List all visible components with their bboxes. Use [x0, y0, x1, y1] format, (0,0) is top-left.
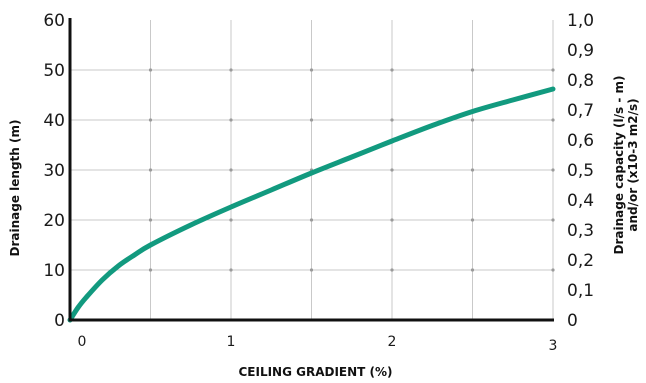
y2-tick-label: 0,8	[567, 71, 594, 91]
y2-axis-title-line1: Drainage capacity (l/s - m)	[612, 76, 626, 255]
y2-tick-label: 0,1	[567, 281, 594, 301]
y2-tick-label: 0,5	[567, 161, 594, 181]
grid-node	[229, 218, 233, 222]
y-tick-label: 60	[43, 11, 65, 31]
series-line	[67, 86, 556, 323]
grid-node	[148, 218, 153, 222]
series-group	[67, 86, 556, 323]
y-tick-label: 40	[43, 111, 65, 131]
y-tick-label: 30	[43, 161, 65, 181]
y2-tick-label: 0,4	[567, 191, 594, 211]
y2-tick-label: 1,0	[567, 11, 594, 31]
x-axis-title: CEILING GRADIENT (%)	[238, 365, 392, 379]
grid-node	[551, 118, 555, 122]
grid-node	[148, 68, 153, 72]
grid-node	[551, 68, 555, 72]
y-axis-title: Drainage length (m)	[8, 120, 22, 257]
grid-node	[470, 218, 475, 222]
x-tick-label: 0	[78, 334, 87, 350]
grid-node	[148, 168, 153, 172]
y-tick-label: 50	[43, 61, 65, 81]
grid-node	[470, 68, 475, 72]
grid-node	[309, 218, 314, 222]
grid-node	[309, 268, 314, 272]
grid-node	[470, 268, 475, 272]
y-tick-label: 0	[54, 311, 65, 331]
y-axis-ticks: 0 10 20 30 40 50 60	[43, 11, 65, 331]
grid-node	[229, 118, 233, 122]
grid-node	[470, 168, 475, 172]
y2-tick-label: 0,6	[567, 131, 594, 151]
y2-tick-label: 0,3	[567, 221, 594, 241]
grid-node	[390, 218, 394, 222]
x-tick-label: 1	[227, 334, 236, 350]
y2-axis-ticks: 0 0,1 0,2 0,3 0,4 0,5 0,6 0,7 0,8 0,9 1,0	[567, 11, 594, 331]
grid-node	[470, 118, 475, 122]
y-tick-label: 20	[43, 211, 65, 231]
y2-axis-title-line2: and/or (x10-3 m2/s)	[626, 98, 640, 231]
x-tick-label: 3	[549, 338, 558, 354]
y2-tick-label: 0,7	[567, 101, 594, 121]
grid-node	[390, 268, 394, 272]
grid-node	[309, 68, 314, 72]
grid-node	[148, 118, 153, 122]
y2-tick-label: 0,9	[567, 41, 594, 61]
axes	[68, 18, 554, 322]
y-tick-label: 10	[43, 261, 65, 281]
grid-node	[229, 268, 233, 272]
grid-node	[390, 68, 394, 72]
y2-tick-label: 0,2	[567, 251, 594, 271]
grid-node	[390, 168, 394, 172]
grid-node	[309, 118, 314, 122]
x-tick-label: 2	[388, 334, 397, 350]
x-axis-ticks: 0 1 2 3	[78, 334, 558, 354]
grid-node	[551, 268, 555, 272]
grid-node	[148, 268, 153, 272]
grid-lines	[70, 20, 555, 320]
y2-tick-label: 0	[567, 311, 578, 331]
grid-node	[390, 118, 394, 122]
grid-node	[229, 168, 233, 172]
grid-node	[551, 218, 555, 222]
grid-node	[229, 68, 233, 72]
grid-node	[551, 168, 555, 172]
